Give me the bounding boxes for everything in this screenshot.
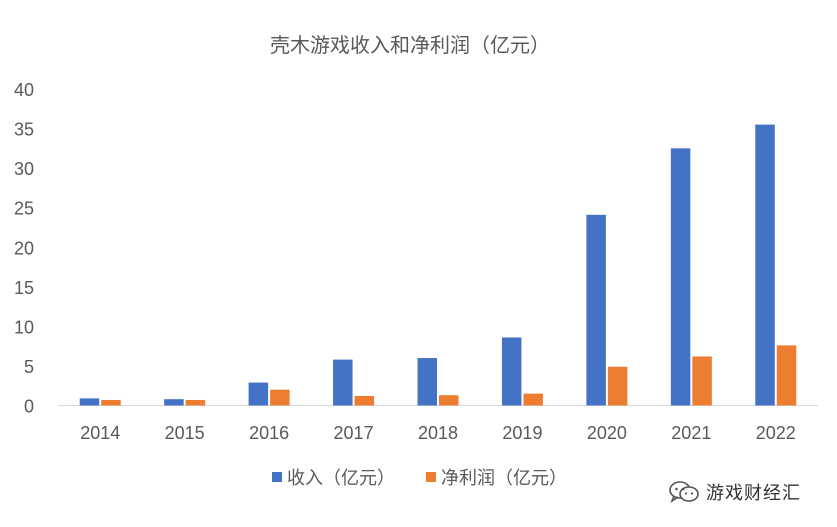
x-tick-label: 2015 bbox=[165, 423, 205, 443]
y-tick-label: 40 bbox=[14, 80, 34, 100]
legend-swatch bbox=[426, 472, 436, 482]
watermark-text: 游戏财经汇 bbox=[706, 483, 801, 504]
y-tick-label: 15 bbox=[14, 278, 34, 298]
watermark: 游戏财经汇 bbox=[668, 477, 828, 507]
bar-revenue-2018 bbox=[417, 358, 437, 406]
bar-revenue-2022 bbox=[755, 124, 775, 406]
x-tick-label: 2017 bbox=[334, 423, 374, 443]
bars bbox=[79, 124, 797, 406]
legend-label: 净利润（亿元） bbox=[441, 468, 567, 489]
bar-net-profit-2016 bbox=[270, 389, 290, 406]
x-tick-label: 2019 bbox=[502, 423, 542, 443]
wechat-icon bbox=[669, 481, 699, 504]
chart-title: 壳木游戏收入和净利润（亿元） bbox=[270, 33, 550, 57]
legend-swatch bbox=[272, 472, 282, 482]
x-axis: 2014 2015 2016 2017 2018 2019 2020 2021 2022 bbox=[80, 423, 796, 443]
bar-net-profit-2020 bbox=[607, 366, 628, 406]
x-tick-label: 2020 bbox=[587, 423, 627, 443]
x-tick-label: 2016 bbox=[249, 423, 289, 443]
bar-net-profit-2021 bbox=[692, 356, 712, 406]
x-tick-label: 2022 bbox=[756, 423, 796, 443]
legend: 收入（亿元） 净利润（亿元） bbox=[272, 468, 567, 489]
bar-net-profit-2015 bbox=[185, 399, 206, 406]
bar-revenue-2021 bbox=[670, 148, 691, 406]
x-tick-label: 2021 bbox=[671, 423, 711, 443]
legend-label: 收入（亿元） bbox=[287, 468, 395, 489]
y-tick-label: 0 bbox=[24, 397, 34, 417]
bar-net-profit-2018 bbox=[439, 395, 459, 406]
bar-revenue-2016 bbox=[248, 382, 269, 406]
y-tick-label: 35 bbox=[14, 120, 34, 140]
bar-revenue-2014 bbox=[79, 398, 100, 406]
y-tick-label: 5 bbox=[24, 357, 34, 377]
bar-revenue-2019 bbox=[501, 337, 522, 406]
y-tick-label: 10 bbox=[14, 317, 34, 337]
bar-net-profit-2019 bbox=[523, 393, 543, 406]
bar-revenue-2015 bbox=[164, 399, 184, 406]
bar-net-profit-2022 bbox=[776, 345, 797, 406]
y-axis: 0 5 10 15 20 25 30 35 40 bbox=[14, 80, 34, 417]
bar-net-profit-2014 bbox=[101, 399, 121, 406]
y-tick-label: 25 bbox=[14, 199, 34, 219]
x-tick-label: 2018 bbox=[418, 423, 458, 443]
y-tick-label: 20 bbox=[14, 238, 34, 258]
bar-revenue-2017 bbox=[333, 359, 353, 406]
x-tick-label: 2014 bbox=[80, 423, 120, 443]
bar-revenue-2020 bbox=[586, 214, 606, 406]
bar-net-profit-2017 bbox=[354, 396, 375, 406]
y-tick-label: 30 bbox=[14, 159, 34, 179]
